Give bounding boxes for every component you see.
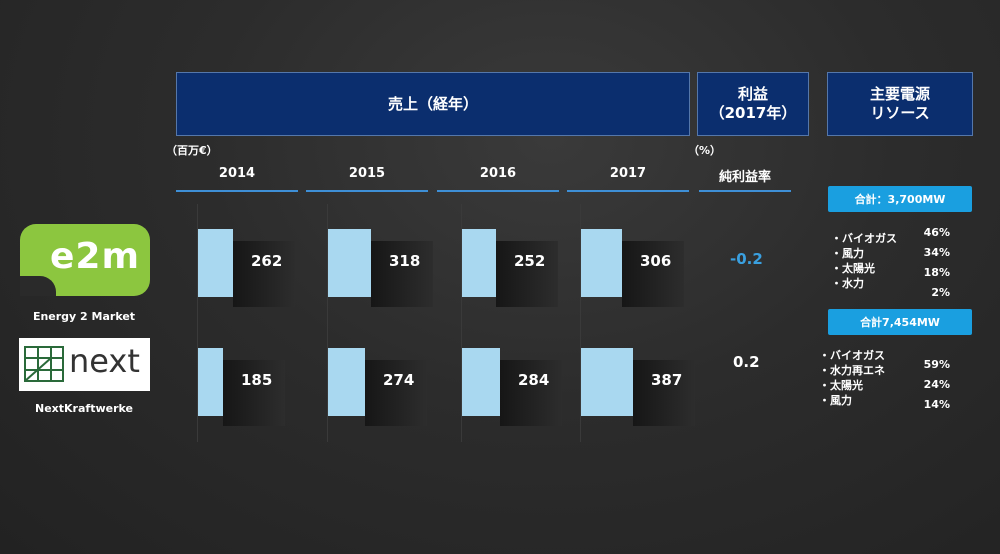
profit-header-line2: （2017年）: [709, 104, 797, 122]
resource-item: ・水力: [831, 277, 864, 290]
sales-value-label: 306: [640, 252, 672, 270]
resources-total-e2m: 合計：3,700MW: [828, 186, 972, 212]
axis-line-2015: [327, 204, 328, 442]
resources-pct-e2m: 46% 34% 18% 2%: [920, 223, 950, 303]
e2m-logo-text: e2m: [50, 236, 140, 277]
e2m-logo: e2m: [20, 224, 150, 296]
profit-header-line1: 利益: [737, 85, 768, 103]
sales-value-label: 262: [251, 252, 283, 270]
resource-item: ・太陽光: [819, 379, 863, 392]
sales-value-label: 185: [241, 371, 273, 389]
sales-bar: [198, 348, 223, 416]
year-underline-2014: [176, 190, 298, 192]
sales-value-label: 318: [389, 252, 421, 270]
sales-header: 売上（経年）: [176, 72, 690, 136]
sales-unit: （百万€）: [166, 144, 218, 157]
bar-shadow: [223, 360, 285, 426]
sales-bar: [328, 348, 365, 416]
bar-shadow: [633, 360, 695, 426]
next-mark-icon: [24, 346, 64, 382]
year-label-2014: 2014: [218, 166, 256, 181]
year-label-2017: 2017: [609, 166, 647, 181]
profit-unit: （%）: [688, 144, 722, 157]
sales-bar: [581, 229, 622, 297]
profit-value-next: 0.2: [733, 353, 760, 371]
resource-item: ・水力再エネ: [819, 364, 885, 377]
resource-pct: 59%: [923, 358, 950, 371]
resources-header-line1: 主要電源: [869, 85, 930, 103]
resource-pct: 14%: [923, 398, 950, 411]
resources-list-next: ・バイオガス ・水力再エネ ・太陽光 ・風力: [819, 348, 885, 408]
resource-item: ・風力: [831, 247, 864, 260]
sales-value-label: 274: [383, 371, 415, 389]
sales-bar: [462, 348, 500, 416]
company-name-next: NextKraftwerke: [35, 402, 133, 415]
sales-value-label: 252: [514, 252, 546, 270]
company-name-e2m: Energy 2 Market: [32, 310, 136, 323]
sales-bar: [581, 348, 633, 416]
sales-bar: [198, 229, 233, 297]
bar-shadow: [365, 360, 427, 426]
resource-item: ・太陽光: [831, 262, 875, 275]
resource-item: ・風力: [819, 394, 852, 407]
sales-bar: [328, 229, 371, 297]
bar-shadow: [622, 241, 684, 307]
year-label-2016: 2016: [479, 166, 517, 181]
next-logo-text: next: [69, 342, 140, 380]
sales-bar: [462, 229, 496, 297]
resource-pct: 34%: [923, 246, 950, 259]
resources-pct-next: 59% 24% 14%: [920, 355, 950, 415]
bar-shadow: [233, 241, 295, 307]
resource-item: ・バイオガス: [819, 349, 885, 362]
year-underline-2016: [437, 190, 559, 192]
next-logo: next: [19, 338, 150, 391]
bar-shadow: [371, 241, 433, 307]
resource-pct: 46%: [923, 226, 950, 239]
sales-value-label: 284: [518, 371, 550, 389]
axis-line-2016: [461, 204, 462, 442]
profit-header: 利益 （2017年）: [697, 72, 809, 136]
profit-column-label: 純利益率: [718, 170, 771, 185]
profit-underline: [699, 190, 791, 192]
resource-pct: 2%: [931, 286, 950, 299]
axis-line-2014: [197, 204, 198, 442]
year-underline-2017: [567, 190, 689, 192]
year-label-2015: 2015: [348, 166, 386, 181]
resources-list-e2m: ・バイオガス ・風力 ・太陽光 ・水力: [831, 231, 897, 291]
year-underline-2015: [306, 190, 428, 192]
profit-value-e2m: -0.2: [730, 250, 763, 268]
resources-header-line2: リソース: [870, 104, 930, 122]
resources-total-next: 合計7,454MW: [828, 309, 972, 335]
resource-item: ・バイオガス: [831, 232, 897, 245]
bar-shadow: [500, 360, 562, 426]
axis-line-2017: [580, 204, 581, 442]
bar-shadow: [496, 241, 558, 307]
resource-pct: 18%: [923, 266, 950, 279]
resources-header: 主要電源 リソース: [827, 72, 973, 136]
sales-value-label: 387: [651, 371, 683, 389]
resource-pct: 24%: [923, 378, 950, 391]
